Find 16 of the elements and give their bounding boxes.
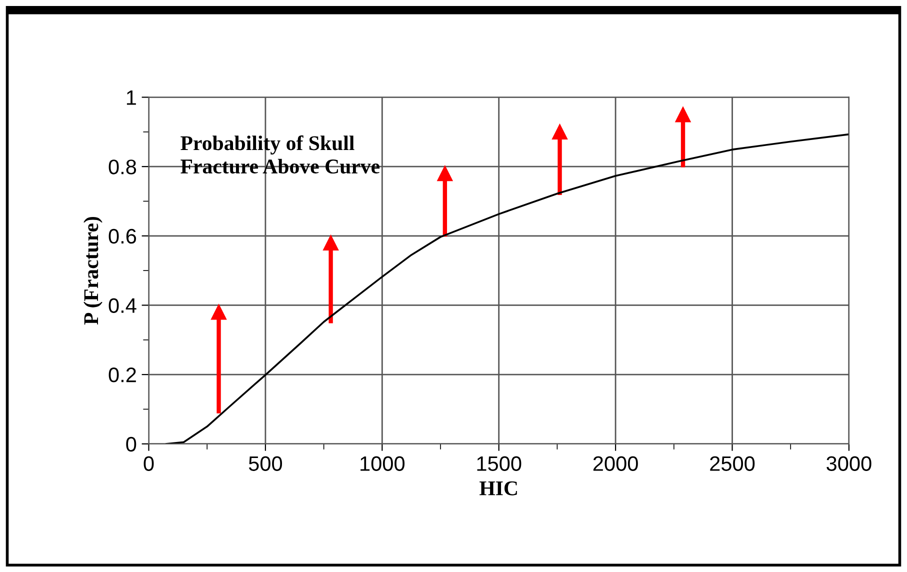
y-tick-label: 1 [126, 90, 136, 105]
y-tick-label: 0.6 [108, 228, 136, 244]
x-tick-label: 2000 [593, 456, 638, 471]
y-tick-label: 0.4 [108, 298, 136, 313]
x-tick-label: 1000 [360, 456, 405, 471]
x-tick-label: 1500 [477, 456, 522, 471]
y-tick-label: 0.2 [108, 368, 136, 382]
x-tick-label: 3000 [826, 456, 872, 471]
x-tick-label: 0 [144, 456, 154, 471]
y-axis-title: P (Fracture) [84, 216, 102, 325]
x-tick-label: 2500 [710, 456, 755, 471]
x-tick-label: 500 [248, 456, 282, 471]
line-series [166, 133, 849, 444]
y-tick-label: 0.8 [108, 160, 136, 174]
y-tick-label: 0 [126, 436, 136, 452]
x-axis-title: HIC [480, 481, 517, 496]
